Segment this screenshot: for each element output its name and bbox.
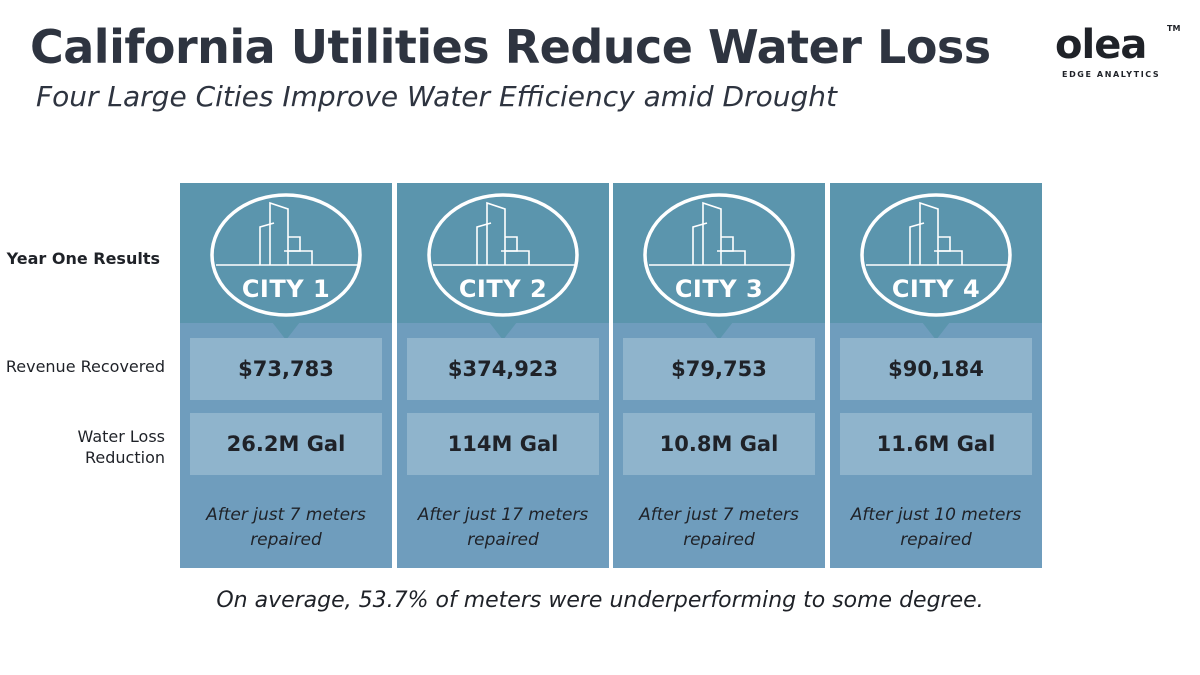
revenue-value: $73,783 — [190, 338, 382, 400]
row-label-revenue: Revenue Recovered — [5, 357, 165, 376]
city-buildings-icon — [860, 193, 1012, 317]
city-card-1: CITY 1 $73,783 26.2M Gal After just 7 me… — [180, 183, 392, 568]
logo-tagline: EDGE ANALYTICS — [1062, 70, 1161, 79]
city-card-header — [830, 183, 1042, 323]
water-loss-value: 114M Gal — [407, 413, 599, 475]
card-notch — [489, 322, 517, 340]
row-label-water-loss: Water Loss Reduction — [77, 427, 165, 467]
city-name: CITY 3 — [674, 275, 764, 303]
city-buildings-icon — [643, 193, 795, 317]
repair-note: After just 10 meters repaired — [850, 505, 1022, 550]
footnote: On average, 53.7% of meters were underpe… — [216, 588, 984, 613]
olea-logo: olea TM EDGE ANALYTICS — [1055, 22, 1180, 84]
water-loss-value: 26.2M Gal — [190, 413, 382, 475]
city-name: CITY 2 — [458, 275, 548, 303]
city-card-header — [180, 183, 392, 323]
city-card-header — [613, 183, 825, 323]
city-buildings-icon — [427, 193, 579, 317]
repair-note: After just 7 meters repaired — [639, 505, 799, 550]
city-buildings-icon — [210, 193, 362, 317]
row-label-results: Year One Results — [6, 249, 160, 268]
city-card-4: CITY 4 $90,184 11.6M Gal After just 10 m… — [830, 183, 1042, 568]
water-loss-value: 10.8M Gal — [623, 413, 815, 475]
card-notch — [705, 322, 733, 340]
card-notch — [272, 322, 300, 340]
city-card-3: CITY 3 $79,753 10.8M Gal After just 7 me… — [613, 183, 825, 568]
revenue-value: $374,923 — [407, 338, 599, 400]
card-notch — [922, 322, 950, 340]
logo-wordmark: olea — [1055, 22, 1147, 68]
repair-note: After just 7 meters repaired — [206, 505, 366, 550]
repair-note: After just 17 meters repaired — [417, 505, 589, 550]
city-name: CITY 1 — [241, 275, 331, 303]
logo-trademark: TM — [1167, 24, 1181, 33]
city-name: CITY 4 — [891, 275, 981, 303]
revenue-value: $79,753 — [623, 338, 815, 400]
page-title: California Utilities Reduce Water Loss — [30, 20, 991, 74]
revenue-value: $90,184 — [840, 338, 1032, 400]
water-loss-value: 11.6M Gal — [840, 413, 1032, 475]
city-card-header — [397, 183, 609, 323]
city-card-2: CITY 2 $374,923 114M Gal After just 17 m… — [397, 183, 609, 568]
page-subtitle: Four Large Cities Improve Water Efficien… — [36, 80, 837, 113]
